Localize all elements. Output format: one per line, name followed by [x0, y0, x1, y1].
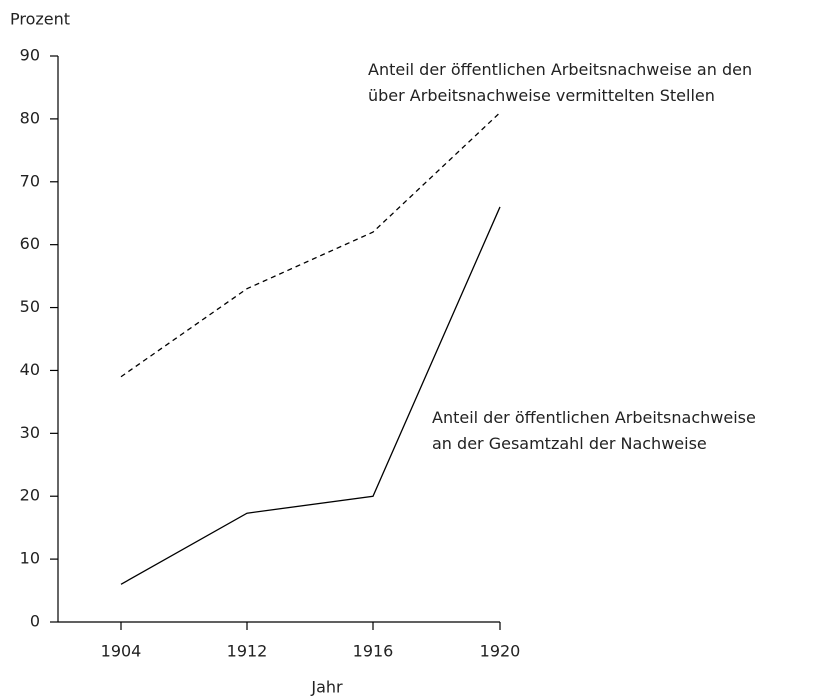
y-tick-label: 0	[30, 612, 40, 631]
y-tick-label: 40	[20, 360, 40, 379]
series-line	[120, 206, 501, 585]
y-tick-label: 80	[20, 108, 40, 127]
y-tick-label: 20	[20, 486, 40, 505]
series-label-line: über Arbeitsnachweise vermittelten Stell…	[368, 86, 715, 105]
series-label-line: Anteil der öffentlichen Arbeitsnachweise…	[368, 60, 752, 79]
y-tick-label: 60	[20, 234, 40, 253]
y-tick-label: 50	[20, 297, 40, 316]
series-line	[120, 112, 501, 378]
y-tick-label: 10	[20, 549, 40, 568]
series-label: Anteil der öffentlichen Arbeitsnachweise…	[432, 408, 756, 453]
x-tick-label: 1904	[101, 642, 142, 661]
y-tick-label: 30	[20, 423, 40, 442]
series-label: Anteil der öffentlichen Arbeitsnachweise…	[368, 60, 752, 105]
x-axis-label: Jahr	[310, 678, 343, 697]
y-tick-label: 90	[20, 46, 40, 65]
x-tick-label: 1912	[227, 642, 268, 661]
series-label-line: an der Gesamtzahl der Nachweise	[432, 434, 707, 453]
y-axis-label: Prozent	[10, 10, 70, 29]
y-tick-label: 70	[20, 171, 40, 190]
series-label-line: Anteil der öffentlichen Arbeitsnachweise	[432, 408, 756, 427]
x-tick-label: 1916	[353, 642, 394, 661]
x-tick-label: 1920	[480, 642, 521, 661]
